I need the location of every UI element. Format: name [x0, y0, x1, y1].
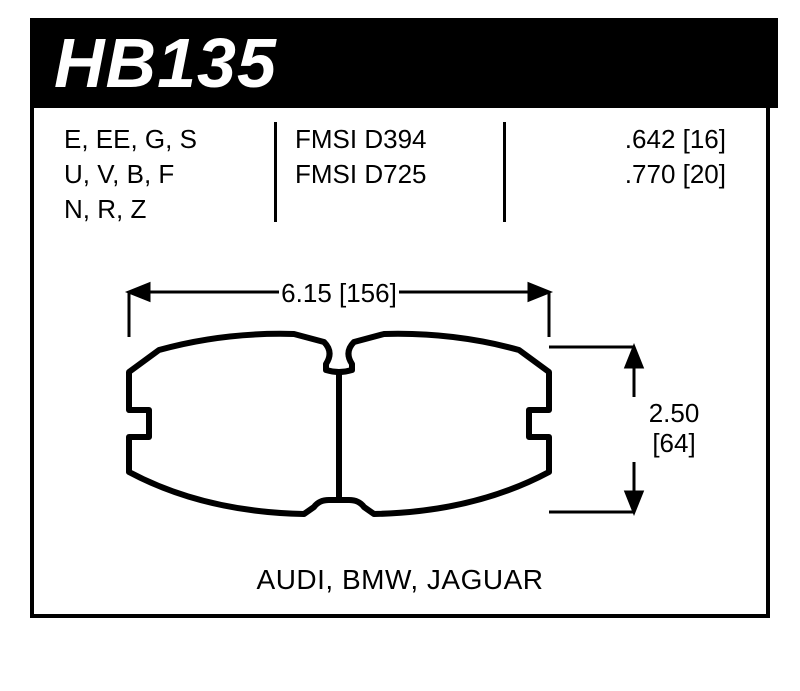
fmsi-column: FMSI D394 FMSI D725 — [295, 122, 485, 232]
compounds-line: E, EE, G, S — [64, 122, 264, 157]
fmsi-line: FMSI D725 — [295, 157, 485, 192]
outer-frame: HB135 E, EE, G, S U, V, B, F N, R, Z FMS… — [30, 18, 770, 618]
part-number: HB135 — [54, 23, 277, 103]
height-dimension-label-2: [64] — [652, 428, 695, 458]
compounds-line: N, R, Z — [64, 192, 264, 227]
column-divider — [274, 122, 277, 222]
compounds-line: U, V, B, F — [64, 157, 264, 192]
thickness-column: .642 [16] .770 [20] — [524, 122, 736, 232]
height-dimension-label-1: 2.50 — [649, 398, 700, 428]
brake-pad-diagram: 6.15 [156] 2.50 [64] — [74, 252, 734, 552]
height-dimension — [549, 347, 642, 512]
width-dimension-label: 6.15 [156] — [281, 278, 397, 308]
thickness-line: .642 [16] — [524, 122, 726, 157]
thickness-line: .770 [20] — [524, 157, 726, 192]
compounds-column: E, EE, G, S U, V, B, F N, R, Z — [64, 122, 264, 232]
fmsi-line: FMSI D394 — [295, 122, 485, 157]
applications-label: AUDI, BMW, JAGUAR — [34, 564, 766, 596]
column-divider — [503, 122, 506, 222]
specs-row: E, EE, G, S U, V, B, F N, R, Z FMSI D394… — [64, 122, 736, 232]
header-bar: HB135 — [30, 18, 778, 108]
